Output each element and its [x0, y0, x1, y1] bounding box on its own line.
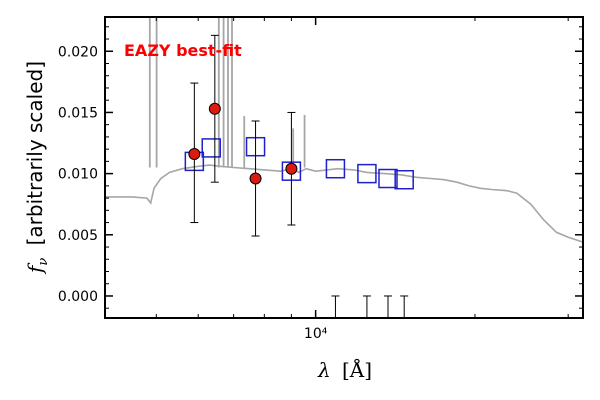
- observed-point: [249, 172, 262, 185]
- y-axis-label-text: [arbitrarily scaled]: [23, 61, 47, 245]
- x-tick-label: 10⁴: [304, 326, 328, 342]
- y-tick-label: 0.005: [58, 228, 98, 244]
- y-tick-label: 0.010: [58, 167, 98, 183]
- observed-point: [285, 162, 298, 175]
- plot-frame: [104, 16, 584, 319]
- axes: 0.000 0.005 0.010 0.015 0.020 10⁴: [58, 16, 584, 342]
- x-axis-label: λ [Å]: [317, 357, 372, 382]
- y-tick-label: 0.020: [58, 44, 98, 60]
- model-photometry-point: [357, 163, 377, 184]
- plot-area: [105, 17, 584, 318]
- observed-point: [188, 148, 201, 161]
- y-axis-label-subscript: ν: [36, 258, 51, 266]
- model-photometry-point: [394, 169, 414, 190]
- x-axis-label-unit: [Å]: [342, 357, 372, 382]
- model-photometry-point: [325, 158, 346, 179]
- y-tick-label: 0.015: [58, 105, 98, 121]
- y-tick-label: 0.000: [58, 289, 98, 305]
- svg-text:λ [Å]: λ [Å]: [317, 357, 372, 382]
- observed-point: [208, 102, 221, 115]
- model-photometry-point: [378, 168, 398, 189]
- y-axis-label: fν [arbitrarily scaled]: [23, 61, 52, 275]
- chart-annotation: EAZY best-fit: [124, 41, 242, 60]
- svg-text:fν [arbitrarily scaled]: fν [arbitrarily scaled]: [23, 61, 52, 275]
- model-photometry-point: [201, 138, 221, 158]
- x-axis-label-symbol: λ: [317, 358, 331, 382]
